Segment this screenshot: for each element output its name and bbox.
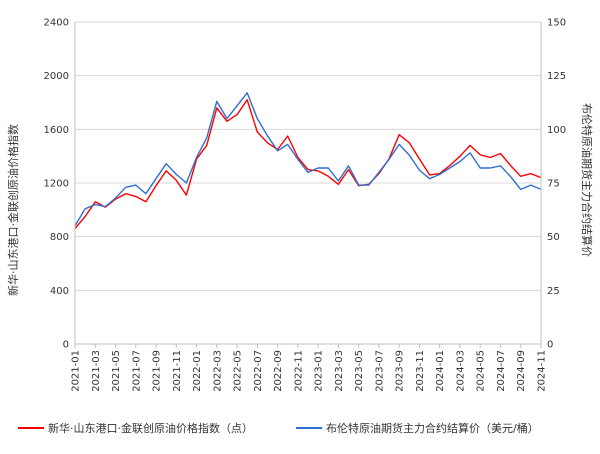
x-tick-label: 2021-03 bbox=[91, 350, 102, 392]
x-tick-label: 2023-01 bbox=[314, 350, 325, 392]
x-tick-label: 2022-09 bbox=[273, 350, 284, 392]
x-tick-label: 2024-09 bbox=[516, 350, 527, 392]
x-tick-label: 2024-05 bbox=[476, 350, 487, 392]
x-tick-label: 2022-03 bbox=[212, 350, 223, 392]
right-tick-label: 0 bbox=[547, 340, 553, 351]
left-tick-label: 2000 bbox=[44, 71, 69, 82]
x-axis-ticks: 2021-01 2021-03 2021-05 2021-07 2021-09 2021-… bbox=[71, 344, 548, 392]
x-tick-label: 2021-09 bbox=[152, 350, 163, 392]
right-tick-label: 75 bbox=[547, 179, 560, 190]
x-tick-label: 2024-07 bbox=[496, 350, 507, 392]
grid-lines bbox=[75, 21, 541, 345]
left-tick-label: 1600 bbox=[44, 125, 69, 136]
x-tick-label: 2024-01 bbox=[435, 350, 446, 392]
left-tick-label: 1200 bbox=[44, 179, 69, 190]
x-tick-label: 2024-03 bbox=[455, 350, 466, 392]
left-tick-label: 2400 bbox=[44, 18, 69, 29]
left-tick-label: 800 bbox=[50, 232, 69, 243]
x-tick-label: 2022-05 bbox=[233, 350, 244, 392]
x-tick-label: 2021-01 bbox=[71, 350, 82, 392]
x-tick-label: 2024-11 bbox=[537, 350, 548, 392]
left-axis-ticks: 0 400 800 1200 1600 2000 2400 bbox=[44, 18, 69, 351]
x-tick-label: 2023-07 bbox=[374, 350, 385, 392]
right-axis-ticks: 0 25 50 75 100 125 150 bbox=[547, 18, 566, 351]
x-tick-label: 2023-11 bbox=[415, 350, 426, 392]
left-axis-title: 新华·山东港口·金联创原油价格指数 bbox=[6, 124, 20, 296]
x-tick-label: 2021-05 bbox=[111, 350, 122, 392]
right-tick-label: 25 bbox=[547, 286, 560, 297]
axes bbox=[74, 22, 542, 345]
right-tick-label: 100 bbox=[547, 125, 566, 136]
x-tick-label: 2023-09 bbox=[395, 350, 406, 392]
right-tick-label: 150 bbox=[547, 18, 566, 29]
x-tick-label: 2021-11 bbox=[172, 350, 183, 392]
legend-label-brent: 布伦特原油期货主力合约结算价（美元/桶） bbox=[326, 421, 539, 435]
left-tick-label: 400 bbox=[50, 286, 69, 297]
right-axis-title: 布伦特原油期货主力合约结算价 bbox=[580, 103, 594, 257]
x-tick-label: 2022-01 bbox=[192, 350, 203, 392]
series-lines bbox=[74, 92, 542, 230]
legend: 新华·山东港口·金联创原油价格指数（点） 布伦特原油期货主力合约结算价（美元/桶… bbox=[18, 421, 539, 435]
series-line-index bbox=[74, 99, 542, 230]
right-tick-label: 50 bbox=[547, 232, 560, 243]
left-tick-label: 0 bbox=[63, 340, 69, 351]
x-tick-label: 2021-07 bbox=[131, 350, 142, 392]
x-tick-label: 2022-07 bbox=[253, 350, 264, 392]
legend-label-index: 新华·山东港口·金联创原油价格指数（点） bbox=[48, 421, 253, 435]
right-tick-label: 125 bbox=[547, 71, 566, 82]
x-tick-label: 2023-05 bbox=[354, 350, 365, 392]
series-line-brent bbox=[74, 92, 542, 227]
x-tick-label: 2023-03 bbox=[334, 350, 345, 392]
x-tick-label: 2022-11 bbox=[293, 350, 304, 392]
